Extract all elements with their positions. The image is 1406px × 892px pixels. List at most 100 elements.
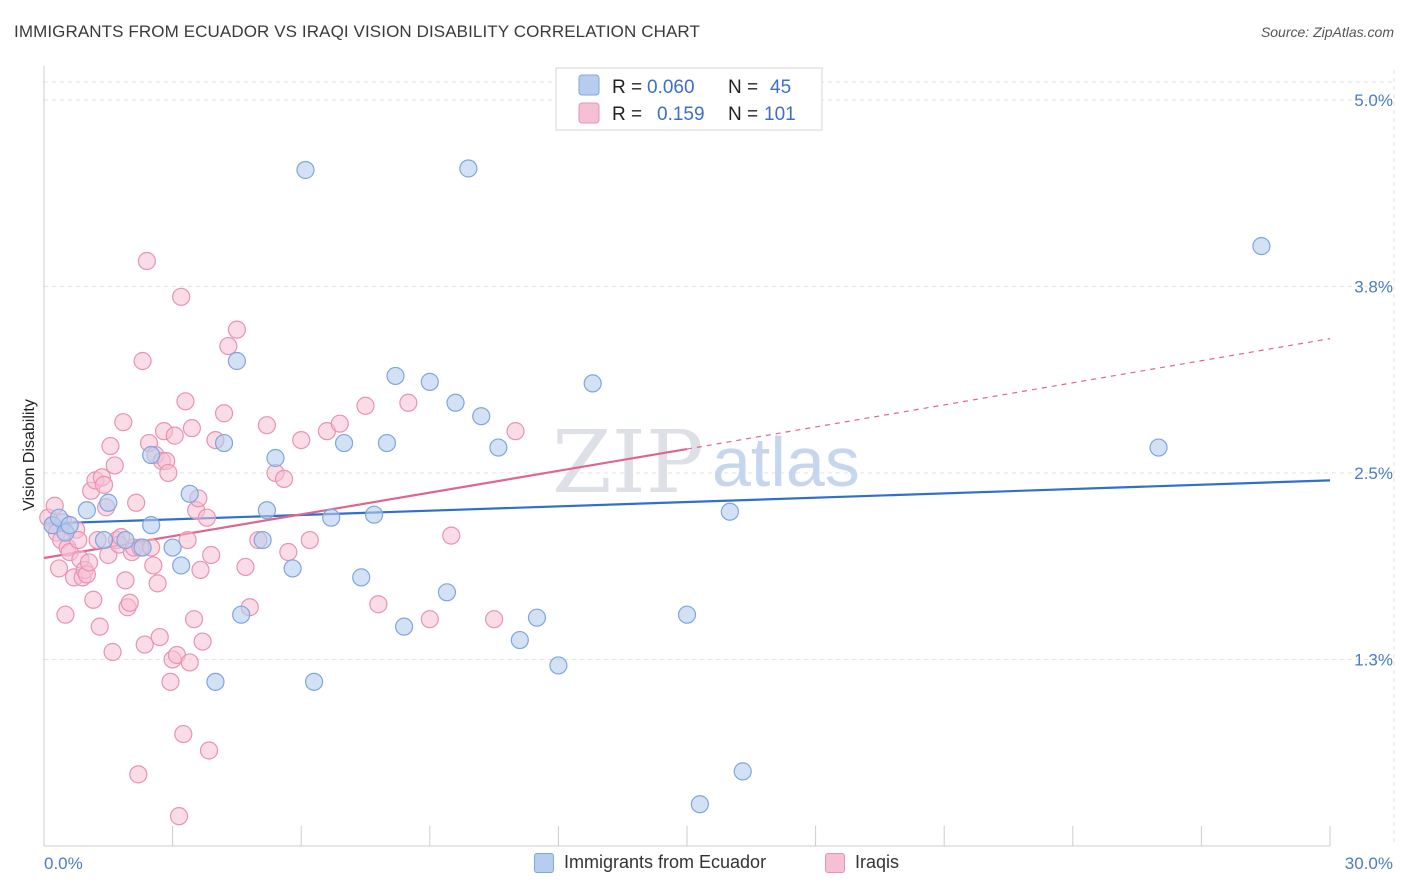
series-legend: Immigrants from Ecuador Iraqis: [0, 852, 1406, 878]
ecuador-point-20: [266, 448, 285, 468]
ecuador-point-35: [472, 407, 491, 426]
ecuador-points: [43, 159, 1271, 814]
watermark-atlas: atlas: [712, 423, 860, 501]
tick-labels: 1.3% 2.5% 3.8% 5.0% 0.0% 30.0%: [44, 91, 1393, 873]
iraqis-point-65: [182, 419, 201, 438]
ecuador-point-36: [489, 438, 508, 457]
legend-swatch-iraqis: [578, 102, 600, 124]
legend-n-label-ecuador: N =: [728, 77, 758, 98]
ecuador-point-10: [142, 445, 161, 465]
ecuador-point-16: [227, 351, 246, 371]
ecuador-point-44: [733, 762, 752, 781]
legend-n-value-iraqis: 101: [764, 104, 796, 125]
iraqis-point-84: [279, 542, 298, 562]
ecuador-point-11: [163, 538, 182, 557]
iraqis-point-39: [127, 493, 146, 512]
ecuador-point-33: [446, 393, 465, 412]
ecuador-point-34: [459, 159, 478, 178]
iraqis-point-77: [227, 320, 246, 339]
ecuador-point-46: [1252, 236, 1271, 256]
x-tick-label-1: 30.0%: [1345, 854, 1393, 873]
iraqis-point-54: [159, 463, 178, 483]
ecuador-point-13: [180, 484, 199, 503]
iraqis-point-89: [356, 396, 375, 415]
ecuador-point-40: [583, 374, 602, 393]
legend-label-ecuador: Immigrants from Ecuador: [564, 852, 767, 872]
ecuador-trend-line: [43, 479, 1331, 525]
watermark: ZIP atlas: [552, 413, 860, 513]
ecuador-point-39: [549, 656, 568, 675]
iraqis-point-49: [148, 574, 167, 593]
legend-n-label-iraqis: N =: [728, 104, 758, 125]
iraqis-point-4: [49, 559, 69, 578]
iraqis-point-76: [219, 336, 238, 356]
iraqis-point-81: [257, 416, 277, 435]
iraqis-point-24: [94, 475, 114, 494]
watermark-zip: ZIP: [552, 413, 704, 513]
ecuador-point-25: [334, 433, 354, 453]
iraqis-point-72: [199, 741, 219, 760]
ecuador-point-5: [94, 530, 114, 550]
ecuador-point-32: [437, 583, 457, 602]
iraqis-point-40: [129, 765, 148, 784]
iraqis-point-61: [174, 724, 193, 744]
ecuador-point-18: [253, 530, 272, 550]
ecuador-point-30: [394, 617, 414, 636]
ecuador-point-37: [510, 630, 529, 650]
ecuador-point-15: [214, 433, 234, 453]
correlation-legend: R = 0.060 N = 45 R = 0.159 N = 101: [555, 67, 823, 131]
ecuador-point-29: [386, 366, 405, 386]
ecuador-point-6: [99, 493, 118, 512]
ecuador-point-41: [677, 605, 697, 624]
legend-swatch-ecuador-bottom: [534, 852, 554, 873]
legend-r-value-ecuador: 0.060: [647, 77, 695, 98]
iraqis-point-90: [369, 595, 388, 614]
iraqis-point-95: [506, 422, 525, 441]
iraqis-point-60: [172, 287, 191, 306]
ecuador-point-4: [77, 501, 96, 520]
iraqis-point-33: [114, 413, 133, 432]
legend-r-label-iraqis: R =: [612, 104, 642, 125]
iraqis-point-66: [184, 610, 204, 629]
ecuador-point-27: [364, 505, 384, 524]
iraqis-point-42: [133, 351, 152, 371]
iraqis-point-57: [165, 426, 184, 445]
iraqis-point-59: [169, 807, 189, 826]
x-tick-label-0: 0.0%: [44, 854, 83, 873]
ecuador-point-28: [377, 433, 397, 453]
iraqis-point-88: [330, 414, 349, 433]
iraqis-point-62: [176, 392, 195, 411]
ecuador-point-43: [720, 502, 739, 521]
ecuador-point-17: [232, 605, 251, 624]
ecuador-point-7: [116, 530, 135, 550]
iraqis-point-91: [399, 393, 418, 412]
ecuador-point-24: [322, 508, 341, 527]
iraqis-point-19: [84, 590, 103, 609]
iraqis-point-28: [103, 642, 122, 662]
axes: [43, 66, 1331, 847]
iraqis-point-94: [485, 610, 504, 629]
iraqis-point-78: [236, 557, 255, 577]
iraqis-point-17: [79, 553, 99, 572]
iraqis-point-85: [292, 430, 311, 450]
y-axis-label: Vision Disability: [21, 399, 38, 511]
ecuador-point-19: [257, 501, 277, 520]
iraqis-point-47: [144, 556, 163, 575]
y-tick-label-2: 3.8%: [1354, 277, 1393, 296]
iraqis-point-93: [442, 526, 461, 545]
legend-label-iraqis: Iraqis: [855, 852, 900, 872]
iraqis-trend-extension: [686, 338, 1331, 450]
legend-item-ecuador: Immigrants from Ecuador: [534, 852, 766, 873]
legend-r-value-iraqis: 0.159: [657, 104, 705, 125]
ecuador-point-8: [142, 516, 161, 535]
ecuador-point-26: [352, 568, 371, 587]
iraqis-point-83: [274, 469, 294, 488]
legend-n-value-ecuador: 45: [770, 77, 791, 98]
legend-swatch-ecuador: [578, 74, 600, 96]
ecuador-point-3: [60, 516, 79, 535]
iraqis-point-63: [178, 530, 197, 550]
iraqis-point-73: [202, 545, 221, 565]
ecuador-point-23: [304, 672, 324, 691]
iraqis-point-64: [180, 653, 199, 672]
